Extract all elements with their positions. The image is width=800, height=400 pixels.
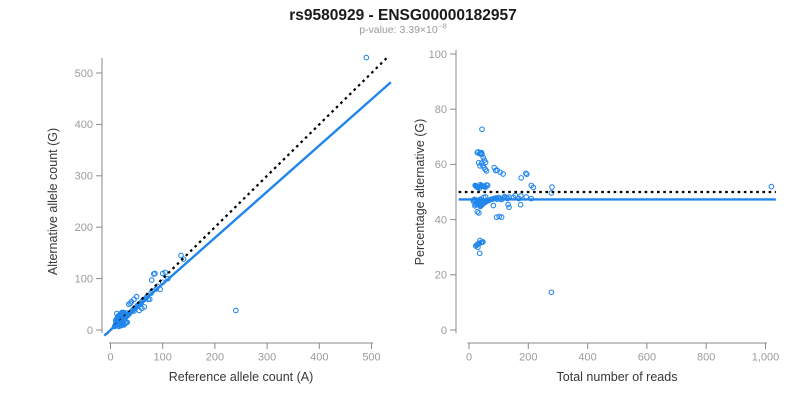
data-point — [475, 159, 482, 166]
data-point — [178, 252, 184, 259]
data-point — [475, 210, 482, 216]
y-tick-label: 60 — [435, 159, 447, 171]
data-point — [476, 250, 483, 257]
data-point — [120, 309, 127, 316]
data-point — [548, 289, 555, 296]
data-point — [141, 304, 148, 310]
data-point — [500, 171, 506, 177]
data-point — [127, 300, 134, 307]
data-point — [118, 322, 125, 329]
data-point — [124, 319, 131, 326]
right-panel-percentage: 0 200 400 600 800 1,000 0 20 40 60 80 100 — [429, 49, 780, 364]
fit-line — [103, 81, 392, 337]
y-tick-label: 20 — [435, 270, 447, 282]
y-tick-label: 80 — [435, 104, 447, 116]
x-tick-label: 0 — [107, 352, 113, 364]
data-point — [482, 166, 489, 173]
x-tick-label: 200 — [206, 352, 224, 364]
y-tick-label: 100 — [429, 49, 447, 61]
data-point — [150, 271, 157, 277]
data-point — [490, 202, 497, 209]
identity-line — [105, 55, 389, 335]
data-point — [133, 293, 140, 300]
data-point — [474, 208, 481, 215]
left-x-axis-title: Reference allele count (A) — [169, 370, 314, 384]
data-point — [480, 154, 487, 161]
y-tick-label: 40 — [435, 214, 447, 226]
x-tick-label: 400 — [310, 352, 328, 364]
x-tick-label: 100 — [154, 352, 172, 364]
pvalue-text: p-value: 3.39×10 — [359, 24, 438, 36]
data-point — [482, 159, 489, 166]
data-point — [148, 277, 155, 283]
data-point — [528, 182, 535, 189]
figure-subtitle: p-value: 3.39×10−8 — [359, 22, 447, 37]
y-tick-label: 0 — [87, 325, 93, 337]
x-tick-label: 1,000 — [752, 352, 780, 364]
y-tick-label: 400 — [75, 119, 93, 131]
y-tick-label: 500 — [75, 68, 93, 80]
data-point — [484, 182, 491, 189]
data-point — [523, 170, 529, 177]
y-tick-label: 0 — [441, 325, 447, 337]
data-point — [491, 164, 498, 171]
data-point — [479, 126, 485, 133]
data-point — [523, 171, 530, 178]
data-point — [232, 307, 239, 314]
pvalue-exponent: −8 — [438, 22, 447, 31]
data-point — [159, 270, 166, 277]
data-point — [483, 168, 490, 174]
data-point — [512, 192, 519, 199]
right-y-axis-title: Percentage alternative (G) — [413, 119, 427, 266]
data-point — [474, 149, 481, 156]
figure-title: rs9580929 - ENSG00000182957 — [289, 7, 517, 24]
data-point — [475, 244, 481, 251]
x-tick-label: 400 — [578, 352, 596, 364]
right-x-axis-title: Total number of reads — [557, 370, 678, 384]
data-point — [492, 167, 499, 174]
data-point — [496, 213, 503, 220]
data-point — [363, 54, 370, 61]
data-point — [518, 193, 524, 199]
data-point — [506, 204, 512, 211]
y-tick-label: 300 — [75, 171, 93, 183]
x-tick-label: 500 — [362, 352, 380, 364]
data-point — [549, 184, 555, 190]
data-point — [498, 214, 505, 220]
x-tick-label: 200 — [519, 352, 537, 364]
data-point — [768, 183, 775, 190]
data-point — [479, 151, 485, 158]
y-tick-label: 200 — [75, 222, 93, 234]
x-tick-label: 300 — [258, 352, 276, 364]
data-point — [119, 310, 126, 317]
x-tick-label: 0 — [466, 352, 472, 364]
data-point — [518, 175, 525, 181]
data-point — [517, 201, 524, 208]
data-point — [477, 163, 483, 169]
data-point — [480, 239, 486, 245]
y-tick-label: 100 — [75, 273, 93, 285]
x-tick-label: 800 — [697, 352, 715, 364]
left-panel-counts: 0 100 200 300 400 500 0 100 200 300 400 500 — [75, 54, 392, 364]
data-point — [505, 201, 511, 208]
data-point — [475, 149, 482, 155]
x-tick-label: 600 — [638, 352, 656, 364]
left-y-axis-title: Alternative allele count (G) — [46, 128, 60, 275]
